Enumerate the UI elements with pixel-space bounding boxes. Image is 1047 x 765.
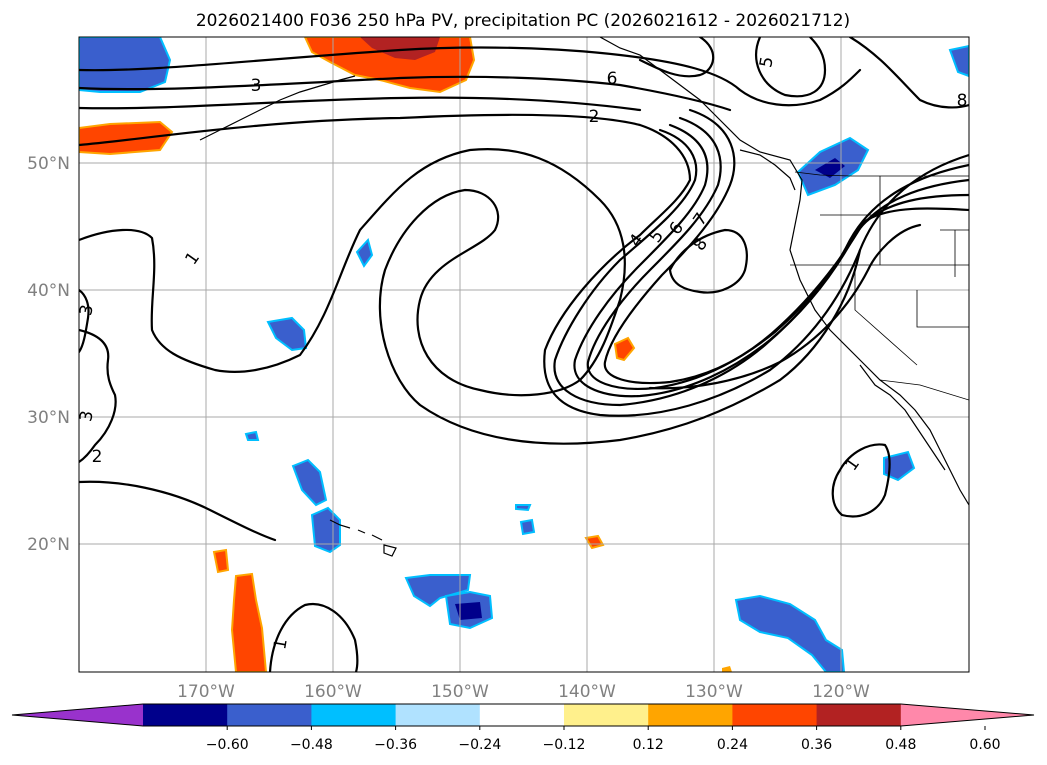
pv-contour-ne (848, 37, 969, 109)
pv-contour-north-a (79, 46, 862, 107)
colorbar-segment (479, 704, 565, 726)
colorbar-tick-label: −0.24 (458, 737, 501, 753)
pv-contour-7 (648, 223, 922, 390)
precip-negative-mid-4 (310, 506, 341, 554)
precip-negative-northwest (79, 37, 172, 93)
lon-tick-label: 150°W (431, 682, 489, 702)
contour-label: 5 (756, 55, 778, 69)
canada-us-border (794, 171, 969, 177)
pv-contour-6 (603, 108, 969, 385)
map-panel: 3 6 5 8 2 1 4 5 6 7 8 1 3 3 2 1 (76, 36, 970, 673)
map-frame (78, 36, 970, 673)
colorbar-tick-label: 0.24 (717, 737, 748, 753)
graticule (79, 37, 969, 672)
precip-negative-small-b (519, 518, 536, 536)
map-background (79, 37, 969, 672)
colorbar-segment (732, 704, 818, 726)
contour-label: 3 (76, 409, 98, 423)
lat-tick-label: 40°N (27, 281, 70, 301)
north-american-coast (599, 37, 969, 506)
vancouver-island (739, 149, 796, 191)
precip-shading (79, 37, 969, 672)
precip-negative-southeast (734, 594, 846, 672)
pv-contour-8-closed (668, 228, 748, 294)
lon-tick-label: 130°W (685, 682, 743, 702)
colorbar-segment (227, 704, 312, 726)
precip-positive-subtropic (613, 336, 636, 362)
colorbar-tick-label: 0.60 (969, 737, 1000, 753)
lon-tick-label: 140°W (558, 682, 616, 702)
colorbar-outline (11, 703, 1035, 727)
colorbar-tick-label: −0.36 (374, 737, 417, 753)
colorbar-tick-label: −0.12 (543, 737, 586, 753)
colorbar-tick-label: 0.48 (885, 737, 916, 753)
lon-labels: 170°W 160°W 150°W 140°W 130°W 120°W (177, 682, 870, 702)
contour-label: 8 (957, 91, 968, 111)
pv-contours (79, 37, 969, 672)
contour-label: 3 (76, 303, 98, 317)
map-title: 2026021400 F036 250 hPa PV, precipitatio… (196, 11, 850, 31)
contour-label: 3 (251, 76, 262, 96)
precip-positive-gulf-alaska-core (360, 37, 440, 60)
precip-negative-ne-corner (948, 44, 969, 78)
precip-negative-hawaii-core (455, 602, 482, 620)
colorbar-extend-min (12, 704, 143, 726)
colorbar-segment (564, 704, 649, 726)
contour-label: 2 (589, 107, 600, 127)
us-mexico-border (879, 379, 969, 401)
pv-contour-1 (79, 148, 862, 445)
contour-label: 6 (607, 69, 618, 89)
baja-coast (859, 364, 946, 471)
coastlines (199, 37, 969, 557)
lat-labels: 50°N 40°N 30°N 20°N (27, 154, 70, 555)
colorbar-segment (648, 704, 733, 726)
pv-contour-3 (553, 128, 969, 407)
lat-tick-label: 50°N (27, 154, 70, 174)
pv-contour-south-1 (268, 602, 359, 672)
pv-contour-2 (79, 113, 969, 417)
colorbar: −0.60 −0.48 −0.36 −0.24 −0.12 0.12 0.24 0.36 0.4… (11, 703, 1035, 753)
colorbar-extend-max (900, 704, 1034, 726)
precip-positive-south-b (230, 572, 268, 672)
colorbar-segment (143, 704, 228, 726)
pv-contour-west-2 (79, 328, 117, 464)
lat-tick-label: 30°N (27, 408, 70, 428)
colorbar-tick-label: 0.12 (633, 737, 664, 753)
pv-contour-socal-1 (831, 443, 891, 518)
precip-negative-socal (883, 450, 916, 482)
lon-tick-label: 170°W (177, 682, 235, 702)
colorbar-segment (395, 704, 481, 726)
lat-tick-label: 20°N (27, 535, 70, 555)
precip-negative-mid-3 (291, 458, 328, 507)
precip-positive-south-a (212, 548, 230, 574)
colorbar-tick-label: −0.60 (206, 737, 249, 753)
contour-label: 2 (92, 447, 103, 467)
pv-contour-southwest (79, 480, 277, 542)
precip-negative-small-a (515, 504, 532, 512)
pv-contour-north-c (79, 96, 642, 112)
colorbar-tick-label: −0.48 (290, 737, 333, 753)
colorbar-tick-label: 0.36 (801, 737, 832, 753)
precip-positive-southeast-edge (722, 666, 732, 672)
pv-contour-ne-b (638, 37, 715, 78)
contour-label: 1 (270, 637, 292, 651)
lon-tick-label: 160°W (304, 682, 362, 702)
precip-negative-mid-1 (355, 237, 374, 268)
colorbar-segment (816, 704, 902, 726)
hawaii-islands (329, 519, 397, 557)
pv-contour-north-b (79, 75, 732, 112)
pv-contour-north-right (755, 37, 827, 98)
colorbar-segment (311, 704, 397, 726)
precip-positive-west (79, 120, 174, 156)
lon-tick-label: 120°W (812, 682, 870, 702)
precip-negative-small-c (244, 430, 260, 441)
pv-contour-west-3 (79, 288, 90, 354)
precip-positive-small (584, 534, 605, 550)
